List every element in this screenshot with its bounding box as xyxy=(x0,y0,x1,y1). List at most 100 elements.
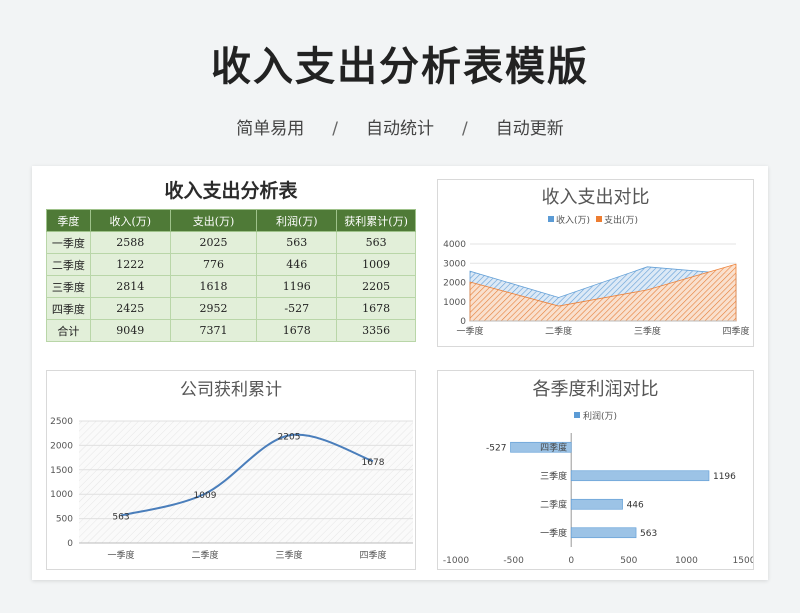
x-tick-label: 四季度 xyxy=(359,549,386,561)
table-header-row: 季度 收入(万) 支出(万) 利润(万) 获利累计(万) xyxy=(46,209,416,232)
y-tick-label: 2000 xyxy=(50,441,73,451)
table-row: 二季度 1222 776 446 1009 xyxy=(46,253,416,276)
data-table: 季度 收入(万) 支出(万) 利润(万) 获利累计(万) 一季度 2588 2025… xyxy=(46,209,416,342)
x-tick-label: 0 xyxy=(568,556,574,566)
x-tick-label: 1000 xyxy=(675,556,698,566)
y-tick-label: 3000 xyxy=(443,259,466,269)
data-label: 563 xyxy=(640,529,657,539)
category-label: 三季度 xyxy=(540,470,567,482)
profit-bar xyxy=(570,498,623,510)
table-cell: 1678 xyxy=(256,319,338,342)
tagline-auto-update: 自动更新 xyxy=(495,119,564,139)
data-label: 563 xyxy=(112,513,129,523)
tagline-auto-stats: 自动统计 xyxy=(366,119,434,139)
table-row: 一季度 2588 2025 563 563 xyxy=(46,231,416,254)
data-label: 1009 xyxy=(194,491,217,501)
table-cell: 3356 xyxy=(336,319,416,342)
y-tick-label: 1500 xyxy=(50,466,73,476)
legend-swatch xyxy=(574,412,580,418)
profit-bar xyxy=(510,441,572,453)
category-label: 一季度 xyxy=(540,527,567,539)
table-cell: 776 xyxy=(169,253,258,276)
tagline: 简单易用 / 自动统计 / 自动更新 xyxy=(0,114,800,139)
data-label: 2205 xyxy=(278,432,301,442)
table-cell: 2425 xyxy=(89,297,171,320)
table-cell: 1009 xyxy=(336,253,416,276)
table-row: 三季度 2814 1618 1196 2205 xyxy=(46,275,416,298)
x-tick-label: 三季度 xyxy=(275,549,302,561)
y-tick-label: 1000 xyxy=(443,298,466,308)
x-tick-label: 二季度 xyxy=(191,549,218,561)
table-cell: 1196 xyxy=(256,275,338,298)
table-cell: 四季度 xyxy=(46,297,91,320)
data-label: 1196 xyxy=(713,472,736,482)
x-tick-label: -500 xyxy=(503,556,524,566)
area-chart: 收入(万) 支出(万) 0 1000 2000 3000 4000 一季度 二季度 三季度 四季度 xyxy=(443,214,749,337)
table-cell: 一季度 xyxy=(46,231,91,254)
y-tick-label: 2000 xyxy=(443,279,466,289)
x-tick-label: 三季度 xyxy=(634,325,661,337)
data-label: -527 xyxy=(486,443,506,453)
table-cell: 7371 xyxy=(169,319,258,342)
header-cell: 获利累计(万) xyxy=(336,209,416,232)
table-cell: 2588 xyxy=(89,231,171,254)
income-expense-chart-panel: 收入支出对比 收入(万) 支出(万) 0 1000 2000 3000 4000 一季度 二季度… xyxy=(437,179,754,347)
x-tick-label: -1000 xyxy=(443,556,469,566)
tagline-separator: / xyxy=(462,119,468,139)
y-tick-label: 500 xyxy=(56,515,73,525)
header-cell: 利润(万) xyxy=(256,209,338,232)
page-title: 收入支出分析表模版 xyxy=(211,44,589,90)
table-cell: 1618 xyxy=(169,275,258,298)
table-cell: 446 xyxy=(256,253,338,276)
tagline-separator: / xyxy=(332,119,338,139)
y-tick-label: 2500 xyxy=(50,417,73,427)
tagline-easy: 简单易用 xyxy=(236,119,305,139)
category-label: 四季度 xyxy=(540,441,567,453)
header-cell: 支出(万) xyxy=(169,209,258,232)
header-cell: 收入(万) xyxy=(89,209,171,232)
table-cell: 合计 xyxy=(46,319,91,342)
y-tick-label: 0 xyxy=(67,539,73,549)
table-cell: 563 xyxy=(336,231,416,254)
chart-title: 收入支出对比 xyxy=(541,187,650,208)
chart-title: 各季度利润对比 xyxy=(532,379,659,400)
chart-title: 公司获利累计 xyxy=(180,380,282,400)
table-cell: 三季度 xyxy=(46,275,91,298)
table-cell: -527 xyxy=(256,297,338,320)
x-tick-label: 1500 xyxy=(733,556,753,566)
x-tick-label: 500 xyxy=(620,556,637,566)
y-tick-label: 4000 xyxy=(443,240,466,250)
legend-label: 支出(万) xyxy=(604,214,638,226)
bar-chart: 利润(万) 一季度 563 二季度 446 三季度 1196 四季度 -527 -1000 -500… xyxy=(443,410,753,566)
x-tick-label: 二季度 xyxy=(545,325,572,337)
table-title: 收入支出分析表 xyxy=(164,180,298,202)
y-tick-label: 0 xyxy=(460,317,466,327)
profit-bar xyxy=(570,470,710,482)
table-cell: 2205 xyxy=(336,275,416,298)
legend-label: 利润(万) xyxy=(583,410,617,422)
x-tick-label: 四季度 xyxy=(722,325,749,337)
data-label: 446 xyxy=(627,500,644,510)
legend-swatch xyxy=(596,216,602,222)
cumulative-profit-line xyxy=(120,433,374,517)
table-cell: 1678 xyxy=(336,297,416,320)
plot-background xyxy=(79,421,413,543)
legend-label: 收入(万) xyxy=(556,214,590,226)
table-cell: 563 xyxy=(256,231,338,254)
header-cell: 季度 xyxy=(46,209,91,232)
spreadsheet-preview: 收入支出分析表 季度 收入(万) 支出(万) 利润(万) 获利累计(万) 一季度… xyxy=(32,166,768,580)
table-cell: 2814 xyxy=(89,275,171,298)
data-label: 1678 xyxy=(362,458,385,468)
cumulative-profit-chart-panel: 公司获利累计 0 500 1000 1500 2000 2500 563 1009 2205 16… xyxy=(46,370,416,570)
table-cell: 二季度 xyxy=(46,253,91,276)
y-tick-label: 1000 xyxy=(50,490,73,500)
table-cell: 2952 xyxy=(169,297,258,320)
x-tick-label: 一季度 xyxy=(107,549,134,561)
category-label: 二季度 xyxy=(540,498,567,510)
table-cell: 2025 xyxy=(169,231,258,254)
profit-bar xyxy=(570,527,637,539)
x-tick-label: 一季度 xyxy=(456,325,483,337)
line-chart: 0 500 1000 1500 2000 2500 563 1009 2205 1678 一季度 二季… xyxy=(50,417,413,561)
table-cell: 9049 xyxy=(89,319,171,342)
legend-swatch xyxy=(548,216,554,222)
